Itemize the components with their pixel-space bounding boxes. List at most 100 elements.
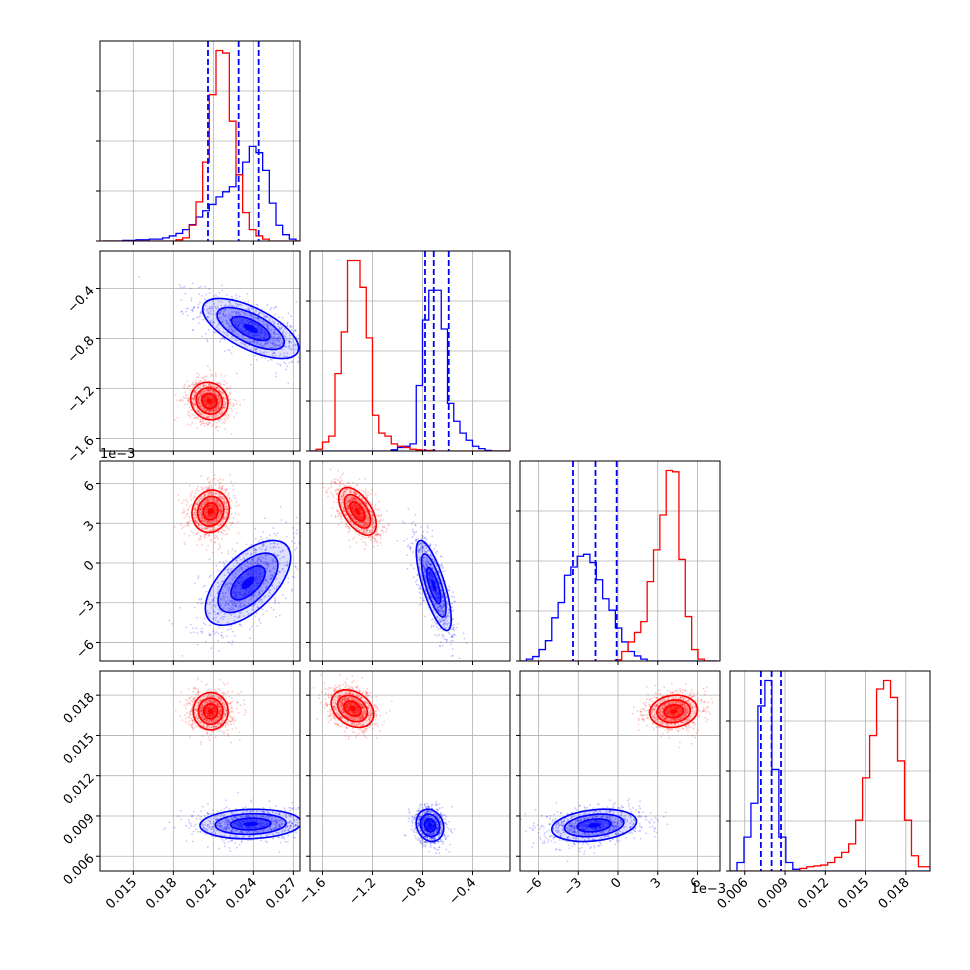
sample-point [278, 581, 281, 584]
sample-point [207, 500, 210, 503]
sample-point [207, 423, 210, 426]
sample-point [258, 562, 260, 565]
sample-point [279, 550, 282, 553]
sample-point [210, 490, 213, 493]
sample-point [198, 399, 200, 401]
sample-point [224, 419, 227, 422]
sample-point [197, 399, 199, 401]
sample-point [202, 585, 205, 588]
sample-point [232, 607, 235, 609]
sample-point [434, 634, 437, 636]
sample-point [282, 549, 284, 552]
sample-point [270, 578, 273, 581]
sample-point [303, 551, 305, 553]
sample-point [202, 517, 205, 520]
sample-point [214, 541, 216, 544]
sample-point [249, 340, 252, 343]
sample-point [218, 504, 221, 507]
sample-point [226, 387, 229, 390]
sample-point [218, 510, 221, 513]
sample-point [210, 384, 212, 387]
sample-point [217, 620, 219, 623]
sample-point [212, 610, 215, 613]
sample-point [277, 546, 280, 549]
sample-point [283, 570, 286, 573]
sample-point [237, 513, 240, 516]
sample-point [442, 613, 445, 615]
sample-point [179, 398, 182, 401]
sample-point [272, 342, 274, 345]
sample-point [204, 499, 207, 502]
sample-point [223, 421, 226, 424]
sample-point [235, 314, 238, 317]
sample-point [225, 489, 228, 492]
sample-point [230, 433, 233, 435]
sample-point [188, 411, 191, 414]
sample-point [261, 545, 264, 548]
sample-point [218, 504, 221, 507]
sample-point [261, 308, 264, 311]
sample-point [291, 576, 294, 578]
sample-point [232, 603, 235, 605]
sample-point [240, 558, 243, 561]
sample-point [218, 412, 221, 415]
sample-point [243, 558, 246, 561]
sample-point [218, 511, 221, 514]
sample-point [220, 599, 223, 601]
sample-point [204, 285, 206, 288]
sample-point [286, 352, 289, 355]
sample-point [218, 323, 221, 326]
sample-point [288, 338, 291, 341]
sample-point [277, 333, 279, 336]
sample-point [176, 416, 179, 419]
sample-point [222, 561, 225, 564]
sample-point [194, 519, 197, 522]
sample-point [209, 481, 212, 483]
sample-point [279, 323, 282, 326]
sample-point [276, 362, 279, 365]
sample-point [221, 301, 223, 303]
sample-point [226, 386, 229, 389]
sample-point [196, 544, 198, 546]
sample-point [215, 387, 218, 390]
sample-point [239, 604, 242, 607]
sample-point [219, 505, 221, 508]
sample-point [270, 342, 272, 344]
sample-point [209, 369, 212, 372]
sample-point [200, 402, 202, 405]
sample-point [290, 348, 293, 350]
sample-point [217, 395, 220, 398]
sample-point [203, 424, 206, 427]
sample-point [272, 335, 275, 338]
sample-point [212, 309, 215, 312]
sample-point [215, 409, 217, 412]
sample-point [208, 558, 211, 561]
sample-point [210, 607, 213, 609]
sample-point [233, 577, 236, 579]
sample-point [200, 486, 203, 489]
sample-point [211, 389, 214, 391]
sample-point [199, 497, 202, 500]
sample-point [235, 604, 238, 607]
sample-point [217, 403, 220, 406]
sample-point [197, 376, 199, 379]
sample-point [178, 499, 180, 501]
sample-point [200, 527, 203, 530]
sample-point [210, 538, 213, 541]
sample-point [219, 390, 222, 393]
sample-point [236, 569, 239, 572]
sample-point [271, 559, 273, 562]
sample-point [219, 512, 222, 514]
sample-point [283, 555, 285, 558]
sample-point [272, 567, 274, 570]
sample-point [303, 542, 305, 544]
sample-point [200, 506, 202, 508]
sample-point [263, 344, 266, 347]
sample-point [228, 301, 230, 303]
sample-point [227, 604, 230, 607]
sample-point [273, 351, 276, 354]
sample-point [248, 341, 251, 344]
sample-point [228, 322, 231, 325]
sample-point [212, 598, 215, 601]
sample-point [199, 392, 201, 395]
